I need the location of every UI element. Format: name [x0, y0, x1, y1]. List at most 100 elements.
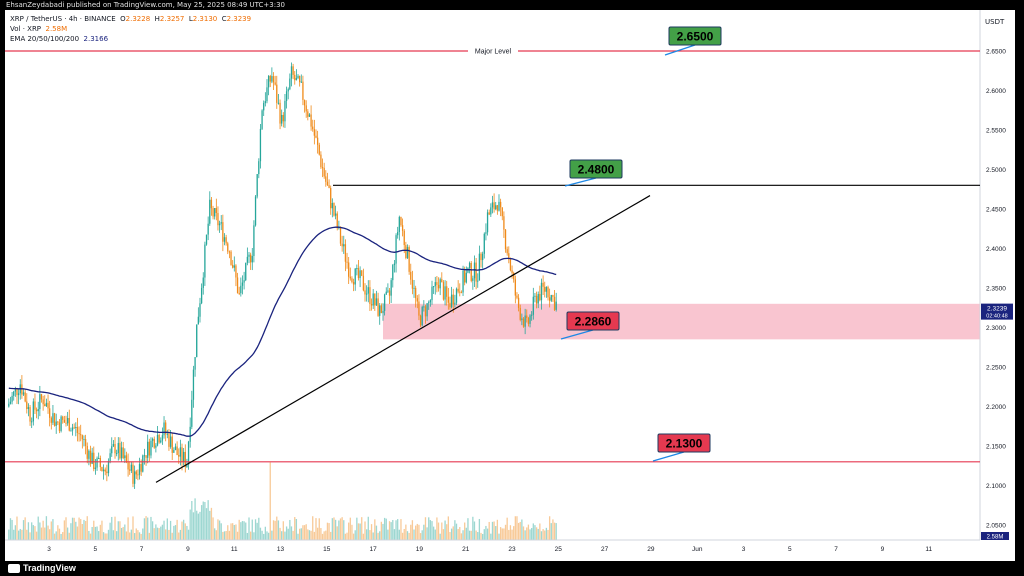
label-2286-pointer — [560, 329, 594, 340]
candle-body — [42, 399, 44, 405]
volume-bar — [462, 530, 464, 540]
volume-bar — [263, 533, 265, 540]
candle-body — [429, 300, 432, 303]
candle-body — [297, 75, 299, 78]
candle-body — [202, 277, 204, 288]
volume-bar — [555, 523, 557, 540]
candle-body — [343, 244, 345, 247]
volume-bar — [491, 521, 494, 540]
candle-body — [397, 231, 399, 236]
candle-body — [178, 455, 180, 457]
candle-body — [485, 232, 487, 234]
volume-bar — [207, 500, 209, 540]
volume-bar — [266, 531, 268, 540]
candle-body — [160, 440, 162, 443]
volume-bar — [227, 525, 229, 540]
x-tick-label: 13 — [277, 546, 285, 553]
volume-bar — [19, 528, 21, 540]
volume-bar — [290, 526, 293, 540]
volume-bar — [503, 528, 505, 540]
candle-body — [539, 294, 541, 301]
volume-bar — [315, 518, 317, 540]
candle-body — [112, 443, 115, 447]
volume-bar — [426, 527, 428, 540]
candle-body — [285, 91, 288, 101]
candle-body — [66, 418, 69, 424]
candle-body — [468, 262, 471, 268]
candle-body — [130, 464, 133, 471]
volume-bar — [37, 516, 39, 540]
volume-bar — [132, 516, 134, 540]
candle-body — [341, 243, 343, 247]
volume-bar — [460, 533, 463, 540]
volume-bar — [174, 525, 177, 540]
candle-body — [441, 279, 443, 283]
y-tick-label: 2.5000 — [986, 167, 1006, 174]
volume-bar — [165, 529, 167, 540]
volume-bar — [457, 528, 459, 540]
volume-bar — [473, 521, 476, 540]
volume-bar — [140, 533, 142, 540]
candle-body — [114, 443, 116, 454]
volume-bar — [199, 511, 201, 540]
volume-bar — [13, 529, 15, 540]
volume-bar — [292, 530, 294, 540]
volume-bar — [84, 521, 87, 540]
volume-bar — [377, 532, 379, 540]
volume-bar — [477, 532, 479, 540]
volume-bar — [495, 526, 497, 540]
volume-bar — [27, 522, 30, 540]
volume-bar — [514, 516, 516, 540]
volume-bar — [35, 531, 38, 540]
candle-body — [501, 207, 503, 217]
volume-bar — [478, 518, 481, 540]
volume-bar — [312, 516, 314, 540]
candle-body — [40, 394, 43, 400]
candle-body — [313, 129, 316, 136]
label-2286-text: 2.2860 — [575, 315, 612, 329]
candle-body — [382, 310, 384, 314]
label-2480-pointer — [564, 177, 597, 187]
volume-bar — [356, 517, 358, 540]
volume-bar — [380, 521, 383, 540]
candle-body — [184, 451, 186, 467]
candle-body — [266, 87, 268, 102]
candle-body — [109, 453, 111, 462]
volume-bar — [91, 526, 93, 540]
candle-body — [53, 413, 56, 426]
volume-bar — [202, 501, 204, 540]
candle-body — [362, 275, 365, 291]
candle-body — [346, 261, 348, 263]
volume-bar — [511, 529, 513, 540]
candle-body — [428, 302, 430, 304]
candle-body — [259, 128, 262, 162]
volume-bar — [318, 518, 320, 540]
candle-body — [289, 78, 291, 90]
y-tick-label: 2.2000 — [986, 404, 1006, 411]
volume-bar — [102, 532, 105, 540]
volume-bar — [415, 525, 417, 540]
candle-body — [127, 462, 129, 470]
volume-bar — [194, 498, 196, 540]
candle-body — [45, 402, 48, 407]
candle-body — [65, 422, 67, 424]
volume-bar — [9, 518, 12, 540]
candle-body — [220, 222, 222, 224]
volume-bar — [238, 519, 240, 540]
volume-bar — [323, 531, 325, 540]
candle-body — [80, 434, 82, 436]
volume-bar — [240, 522, 242, 540]
candle-body — [22, 392, 25, 395]
candle-body — [415, 287, 417, 299]
chart-panel[interactable] — [5, 10, 1015, 561]
candle-body — [258, 161, 260, 175]
volume-bar — [524, 530, 526, 540]
volume-bar — [158, 528, 160, 540]
legend-open: 2.3228 — [125, 15, 151, 23]
candle-body — [517, 297, 520, 308]
candle-body — [477, 280, 479, 282]
candle-body — [292, 66, 294, 75]
candle-body — [307, 111, 309, 117]
volume-bar — [205, 508, 208, 540]
